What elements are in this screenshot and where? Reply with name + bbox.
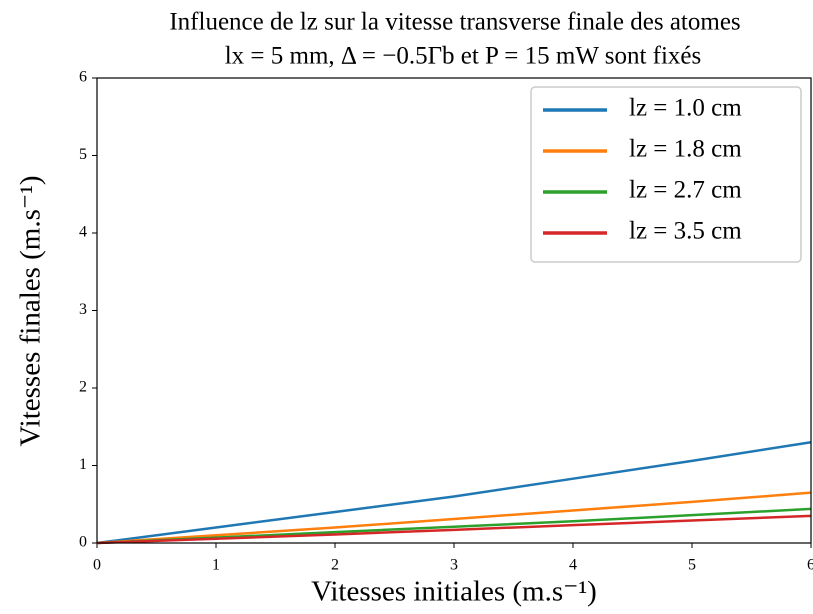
- chart-title: Influence de lz sur la vitesse transvers…: [169, 9, 740, 36]
- line: [96, 507, 812, 545]
- y-tick-label: 2: [79, 379, 87, 396]
- y-tick-label: 1: [79, 456, 87, 473]
- y-tick-label: 0: [79, 534, 87, 551]
- y-tick-label: 5: [79, 146, 87, 163]
- y-tick-label: 6: [79, 69, 87, 86]
- x-tick-label: 4: [569, 557, 577, 574]
- x-tick-label: 0: [93, 557, 101, 574]
- legend-label: lz = 2.7 cm: [629, 177, 742, 204]
- line: [96, 491, 812, 545]
- x-tick-label: 6: [807, 557, 813, 574]
- legend-label: lz = 1.8 cm: [629, 136, 742, 163]
- legend-label: lz = 3.5 cm: [629, 218, 742, 245]
- y-axis-label: Vitesses finales (m.s⁻¹): [15, 175, 47, 446]
- legend-box: [530, 86, 802, 263]
- y-tick-label: 4: [79, 224, 87, 241]
- x-tick-label: 2: [331, 557, 339, 574]
- x-tick-label: 5: [688, 557, 696, 574]
- x-axis-label: Vitesses initiales (m.s⁻¹): [311, 576, 597, 608]
- y-tick-label: 3: [79, 301, 87, 318]
- chart-subtitle: lx = 5 mm, Δ = −0.5Γb et P = 15 mW sont …: [225, 43, 702, 70]
- legend-label: lz = 1.0 cm: [629, 95, 742, 122]
- line: [96, 441, 812, 545]
- x-tick-label: 1: [212, 557, 220, 574]
- x-tick-label: 3: [450, 557, 458, 574]
- plot-frame: [96, 77, 812, 544]
- line: [96, 514, 812, 545]
